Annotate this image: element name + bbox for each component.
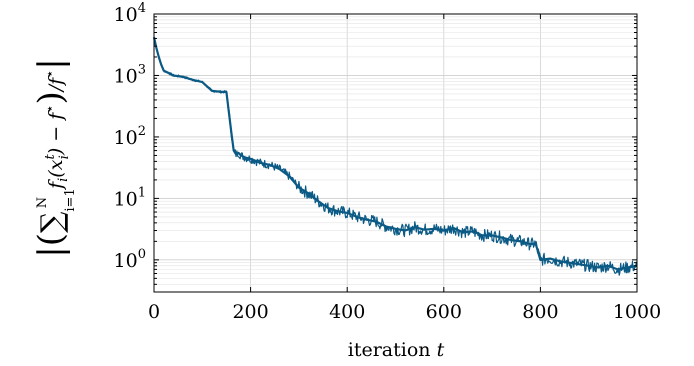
svg-text:|(∑i=1Nfi(xti) − f⋆)/f⋆|: |(∑i=1Nfi(xti) − f⋆)/f⋆| — [31, 58, 78, 258]
x-axis-label: iteration t — [348, 339, 445, 361]
x-tick-label: 0 — [148, 301, 160, 323]
tick-marks — [153, 13, 638, 293]
series-line — [152, 36, 638, 271]
plot-frame — [153, 13, 638, 293]
series-noise-line — [153, 37, 638, 276]
x-tick-label: 800 — [522, 301, 558, 323]
y-tick-label: 102 — [114, 124, 146, 149]
x-tick-label: 1000 — [613, 301, 661, 323]
y-axis-label: |(∑i=1Nfi(xti) − f⋆)/f⋆| — [31, 58, 78, 258]
x-tick-label: 200 — [232, 301, 268, 323]
x-tick-labels: 0 200 400 600 800 1000 — [148, 301, 661, 323]
series-group — [152, 36, 638, 276]
y-tick-label: 101 — [114, 185, 146, 210]
grid-lines — [153, 14, 638, 293]
x-tick-label: 400 — [329, 301, 365, 323]
y-tick-label: 103 — [114, 62, 146, 87]
x-tick-label: 600 — [426, 301, 462, 323]
y-tick-labels: 100 101 102 103 104 — [114, 1, 146, 272]
y-tick-label: 104 — [114, 1, 146, 26]
y-tick-label: 100 — [114, 247, 146, 272]
